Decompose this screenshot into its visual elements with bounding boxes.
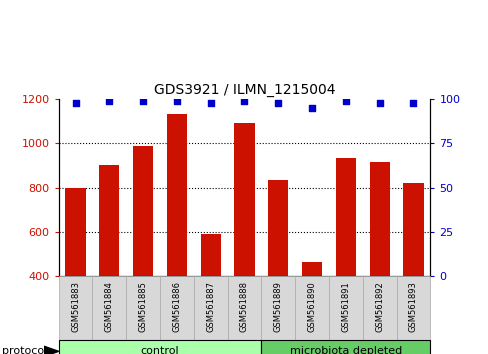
Text: GSM561891: GSM561891 [341, 281, 349, 332]
Bar [59, 340, 261, 354]
Bar [92, 276, 126, 340]
Point [139, 98, 147, 104]
Text: GSM561887: GSM561887 [206, 281, 215, 332]
Point [408, 100, 416, 105]
Bar [335, 158, 355, 276]
Point [105, 98, 113, 104]
Point [72, 100, 80, 105]
Bar [261, 340, 429, 354]
Bar [133, 145, 153, 276]
Bar [99, 166, 119, 276]
Text: GSM561884: GSM561884 [104, 281, 114, 332]
Bar [59, 276, 92, 340]
Text: protocol: protocol [2, 346, 48, 354]
Title: GDS3921 / ILMN_1215004: GDS3921 / ILMN_1215004 [153, 83, 335, 97]
Bar [328, 276, 362, 340]
Bar [301, 262, 322, 276]
Bar [403, 183, 423, 276]
Bar [200, 234, 221, 276]
Point [173, 98, 181, 104]
Bar [65, 188, 85, 276]
Point [240, 98, 248, 104]
Bar [261, 276, 295, 340]
Point [375, 100, 383, 105]
Polygon shape [44, 346, 59, 354]
Bar [160, 276, 193, 340]
Bar [193, 276, 227, 340]
Text: GSM561886: GSM561886 [172, 281, 181, 332]
Text: GSM561883: GSM561883 [71, 281, 80, 332]
Text: GSM561893: GSM561893 [408, 281, 417, 332]
Text: microbiota depleted: microbiota depleted [289, 346, 401, 354]
Text: GSM561888: GSM561888 [240, 281, 248, 332]
Bar [126, 276, 160, 340]
Bar [396, 276, 429, 340]
Bar [227, 276, 261, 340]
Text: GSM561892: GSM561892 [374, 281, 384, 332]
Bar [369, 162, 389, 276]
Bar [234, 124, 254, 276]
Point [341, 98, 349, 104]
Point [206, 100, 214, 105]
Text: GSM561885: GSM561885 [139, 281, 147, 332]
Bar [267, 180, 288, 276]
Bar [295, 276, 328, 340]
Text: control: control [141, 346, 179, 354]
Text: GSM561890: GSM561890 [307, 281, 316, 332]
Text: GSM561889: GSM561889 [273, 281, 282, 332]
Bar [166, 114, 187, 276]
Bar [362, 276, 396, 340]
Point [274, 100, 282, 105]
Point [307, 105, 315, 111]
